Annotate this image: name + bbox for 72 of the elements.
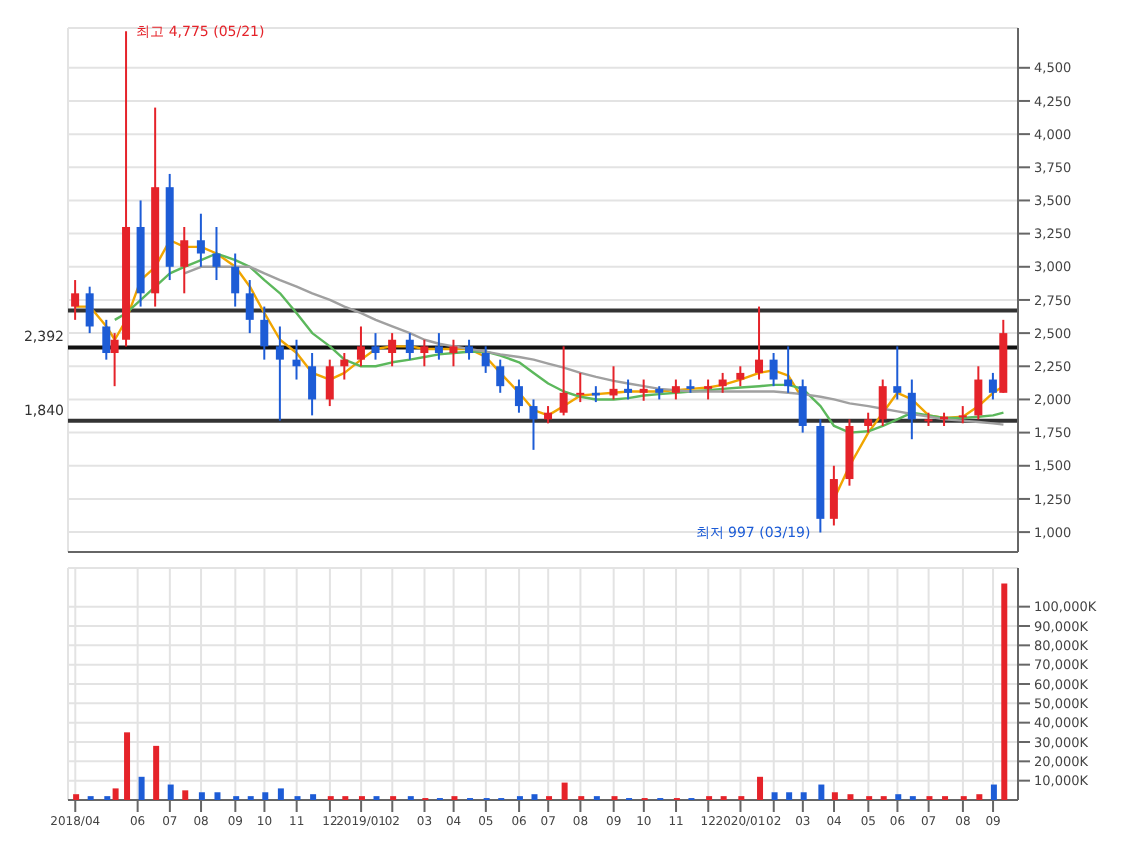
candlestick (893, 345, 902, 401)
candlestick (245, 279, 254, 335)
bar (757, 776, 764, 800)
candlestick (308, 352, 317, 417)
bar (800, 792, 807, 800)
candlestick (371, 332, 380, 361)
candlestick (405, 332, 414, 361)
bar (262, 792, 269, 800)
candlestick (325, 358, 334, 408)
bar (112, 788, 119, 800)
candlestick (671, 378, 680, 401)
bar (167, 784, 174, 800)
candlestick (609, 365, 618, 401)
candlestick (639, 378, 648, 402)
bar (976, 794, 983, 800)
candlestick (292, 338, 301, 381)
bar (73, 794, 80, 800)
candlestick (231, 252, 240, 308)
candlestick (514, 378, 523, 414)
candlestick (718, 371, 727, 394)
candlestick (340, 352, 349, 381)
candlestick (704, 378, 713, 401)
bar (153, 745, 160, 800)
bar (214, 792, 221, 800)
bar (531, 794, 538, 800)
candlestick (481, 345, 490, 374)
bar (277, 788, 284, 800)
bar (182, 790, 189, 800)
candlestick (196, 212, 205, 268)
bar (847, 794, 854, 800)
candlestick (71, 279, 80, 321)
bar (138, 776, 145, 800)
candlestick (260, 305, 269, 361)
bar (198, 792, 205, 800)
candlestick (988, 371, 997, 401)
candlestick (769, 352, 778, 388)
candlestick (559, 345, 568, 417)
candlestick (529, 398, 538, 451)
bar (771, 792, 778, 800)
candlestick (420, 338, 429, 368)
candlestick (798, 378, 807, 434)
candlestick (784, 345, 793, 394)
bar (124, 732, 131, 800)
candlestick (907, 378, 916, 441)
candlestick (449, 338, 458, 368)
candlestick (110, 332, 119, 388)
candlestick (102, 318, 111, 361)
candlestick (356, 325, 365, 368)
bar (990, 784, 997, 800)
candlestick (878, 378, 887, 427)
candlestick (829, 464, 838, 527)
candlestick (624, 378, 633, 401)
candlestick (388, 332, 397, 368)
bar (310, 794, 317, 800)
candlestick (736, 365, 745, 388)
candlestick (755, 305, 764, 381)
candlestick (434, 332, 443, 361)
candlestick (496, 358, 505, 394)
bar (818, 784, 825, 800)
bar (895, 794, 902, 800)
bar (831, 792, 838, 800)
candlestick (465, 338, 474, 361)
candlestick (180, 225, 189, 295)
bar (561, 782, 568, 800)
candlestick (275, 325, 284, 422)
candlestick (974, 365, 983, 421)
bar (1001, 583, 1008, 800)
bar (786, 792, 793, 800)
candlestick (85, 285, 94, 335)
candlestick (212, 225, 221, 282)
candlestick (864, 411, 873, 434)
candlestick (576, 371, 585, 404)
